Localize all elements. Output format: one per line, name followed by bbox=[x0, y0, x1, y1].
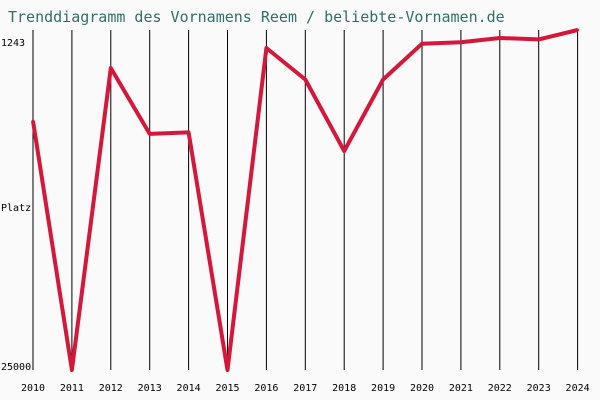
x-tick-2020: 2020 bbox=[410, 383, 434, 394]
y-label-top: 1243 bbox=[1, 38, 25, 49]
data-point-2021 bbox=[459, 40, 463, 44]
x-tick-2021: 2021 bbox=[449, 383, 473, 394]
x-tick-2018: 2018 bbox=[332, 383, 356, 394]
data-point-2022 bbox=[498, 36, 502, 40]
data-point-2023 bbox=[537, 37, 541, 41]
x-tick-2016: 2016 bbox=[254, 383, 278, 394]
x-tick-2012: 2012 bbox=[99, 383, 123, 394]
data-point-2018 bbox=[342, 149, 346, 153]
data-point-2017 bbox=[303, 77, 307, 81]
x-tick-2017: 2017 bbox=[293, 383, 317, 394]
x-tick-2013: 2013 bbox=[138, 383, 162, 394]
x-tick-2010: 2010 bbox=[21, 383, 45, 394]
data-point-2015 bbox=[226, 368, 229, 372]
x-tick-2014: 2014 bbox=[177, 383, 201, 394]
data-point-2010 bbox=[31, 119, 35, 123]
data-point-2011 bbox=[70, 368, 74, 372]
x-tick-2011: 2011 bbox=[60, 383, 84, 394]
y-label-bottom: 25000 bbox=[1, 362, 31, 373]
y-axis-title: Platz bbox=[1, 203, 31, 214]
data-point-2012 bbox=[109, 66, 113, 70]
x-tick-2023: 2023 bbox=[527, 383, 551, 394]
x-tick-2024: 2024 bbox=[566, 383, 590, 394]
grid-lines bbox=[32, 30, 579, 370]
data-point-2013 bbox=[148, 132, 152, 136]
data-point-2014 bbox=[187, 130, 191, 134]
series-group bbox=[31, 28, 580, 372]
data-point-2016 bbox=[264, 46, 268, 50]
x-tick-2022: 2022 bbox=[488, 383, 512, 394]
x-tick-labels: 2010 2011 2012 2013 2014 2015 2016 2017 2018 2019… bbox=[21, 383, 590, 394]
x-tick-2015: 2015 bbox=[215, 383, 239, 394]
data-point-2019 bbox=[381, 77, 385, 81]
x-tick-2019: 2019 bbox=[371, 383, 395, 394]
data-point-2024 bbox=[576, 28, 580, 32]
data-point-2020 bbox=[420, 42, 424, 46]
chart-title: Trenddiagramm des Vornamens Reem / belie… bbox=[8, 8, 505, 26]
